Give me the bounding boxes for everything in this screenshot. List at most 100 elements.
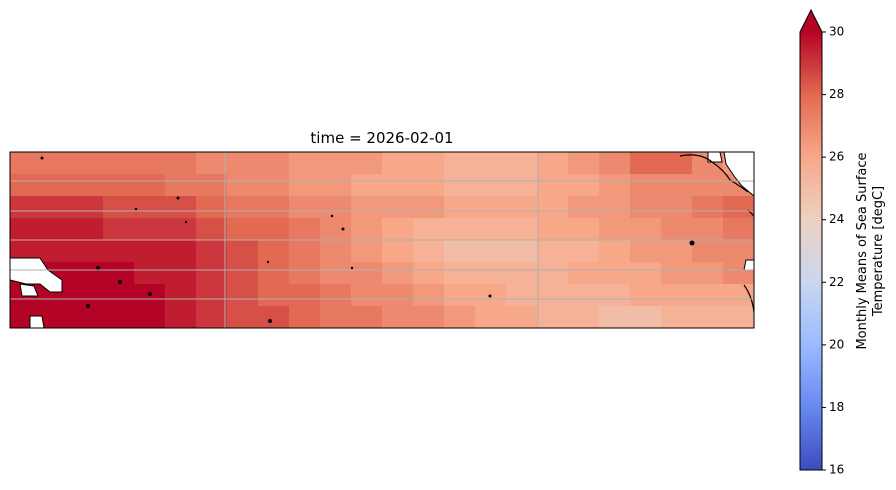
cell: [196, 284, 228, 307]
cell: [165, 152, 197, 175]
cell: [196, 218, 228, 241]
colorbar-tick-label: 30: [829, 25, 844, 39]
cell: [134, 196, 166, 219]
cell: [320, 174, 352, 197]
cell: [537, 196, 569, 219]
cell: [196, 152, 228, 175]
cell: [413, 262, 445, 285]
cell: [196, 240, 228, 263]
cell: [289, 196, 321, 219]
cell: [258, 306, 290, 329]
cell: [10, 152, 42, 175]
cell: [72, 218, 104, 241]
cell: [413, 284, 445, 307]
cell: [165, 306, 197, 329]
cell: [444, 284, 476, 307]
cell: [599, 218, 631, 241]
cell: [227, 306, 259, 329]
cell: [692, 218, 724, 241]
cell: [661, 196, 693, 219]
cell: [227, 262, 259, 285]
cell: [103, 306, 135, 329]
cell: [351, 218, 383, 241]
cell: [537, 262, 569, 285]
colorbar: 16 18 20 22 24 26 28 30 Monthly Means of Sea Sur…: [799, 8, 886, 477]
cell: [599, 240, 631, 263]
cell: [165, 240, 197, 263]
cell: [289, 262, 321, 285]
cell: [72, 306, 104, 329]
cell: [227, 174, 259, 197]
cell: [10, 174, 42, 197]
cell: [258, 174, 290, 197]
colorbar-tick-label: 28: [829, 87, 844, 101]
cell: [134, 218, 166, 241]
cell: [165, 284, 197, 307]
cell: [661, 240, 693, 263]
cell: [165, 262, 197, 285]
cell: [444, 218, 476, 241]
cell: [413, 306, 445, 329]
cell: [382, 284, 414, 307]
cell: [475, 152, 507, 175]
cell: [568, 240, 600, 263]
cell: [258, 284, 290, 307]
cell: [692, 306, 724, 329]
cell: [506, 196, 538, 219]
cell: [227, 284, 259, 307]
cell: [630, 196, 662, 219]
map-cells: [10, 152, 755, 329]
cell: [723, 240, 755, 263]
cell: [41, 174, 73, 197]
cell: [320, 196, 352, 219]
cell: [630, 174, 662, 197]
cell: [692, 262, 724, 285]
cell: [382, 262, 414, 285]
cell: [475, 240, 507, 263]
cell: [351, 240, 383, 263]
cell: [134, 306, 166, 329]
cell: [444, 196, 476, 219]
colorbar-tick-label: 26: [829, 150, 844, 164]
cell: [382, 240, 414, 263]
cell: [72, 240, 104, 263]
cell: [41, 152, 73, 175]
cell: [227, 218, 259, 241]
cell: [289, 240, 321, 263]
cell: [630, 152, 662, 175]
cell: [258, 262, 290, 285]
cell: [165, 196, 197, 219]
cell: [196, 306, 228, 329]
cell: [568, 152, 600, 175]
cell: [661, 262, 693, 285]
cell: [41, 218, 73, 241]
cell: [475, 196, 507, 219]
cell: [506, 174, 538, 197]
cell: [444, 306, 476, 329]
cell: [134, 152, 166, 175]
cell: [103, 174, 135, 197]
colorbar-tick-label: 24: [829, 212, 844, 226]
cell: [351, 306, 383, 329]
map-title: time = 2026-02-01: [310, 129, 453, 147]
cell: [258, 152, 290, 175]
map-frame: [9, 151, 755, 329]
graticule: [10, 152, 754, 328]
colorbar-gradient: [800, 32, 822, 470]
cell: [10, 196, 42, 219]
cell: [537, 240, 569, 263]
colorbar-tick-label: 22: [829, 275, 844, 289]
cell: [382, 306, 414, 329]
cell: [475, 306, 507, 329]
cell: [134, 262, 166, 285]
cell: [72, 262, 104, 285]
cell: [537, 152, 569, 175]
cell: [196, 196, 228, 219]
cell: [630, 306, 662, 329]
cell: [661, 174, 693, 197]
cell: [413, 240, 445, 263]
cell: [103, 240, 135, 263]
cell: [537, 218, 569, 241]
cell: [506, 240, 538, 263]
cell: [72, 174, 104, 197]
